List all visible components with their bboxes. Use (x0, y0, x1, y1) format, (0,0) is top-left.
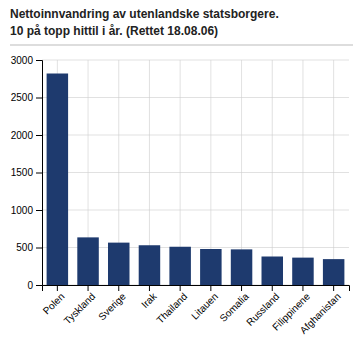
x-tick-mark (180, 285, 181, 291)
x-tick-label: Afghanistan (298, 291, 343, 336)
x-tick: Thailand (154, 285, 189, 326)
title: Nettoinnvandring av utenlandske statsbor… (10, 7, 279, 21)
x-tick-label: Sverige (96, 290, 128, 322)
x-tick: Afghanistan (298, 285, 343, 336)
plot: 0 500 1000 1500 2000 2500 3000 PolenTysklandSve… (11, 55, 350, 336)
bar (169, 247, 190, 285)
x-tick-mark (149, 285, 150, 291)
y-tick: 3000 (11, 55, 42, 66)
x-axis-line (43, 286, 350, 292)
grid (42, 60, 349, 285)
y-tick-label: 500 (16, 242, 33, 253)
y-tick-label: 2000 (11, 130, 34, 141)
bar (77, 237, 98, 285)
y-tick: 0 (27, 280, 42, 291)
y-tick-mark (36, 135, 42, 136)
x-tick-label: Tyskland (62, 291, 98, 327)
bar (108, 243, 129, 285)
subtitle: 10 på topp hittil i år. (Rettet 18.08.06… (10, 24, 218, 38)
x-tick: Sverige (96, 285, 128, 322)
bar (47, 74, 68, 286)
y-tick: 2500 (11, 92, 42, 103)
y-tick-mark (36, 210, 42, 211)
x-tick-mark (88, 285, 89, 291)
x-axis: PolenTysklandSverigeIrakThailandLitauenS… (41, 285, 350, 336)
x-tick-mark (118, 285, 119, 291)
bar (231, 249, 252, 285)
grid-line-x (302, 60, 303, 285)
x-tick-mark (241, 285, 242, 291)
separator (10, 45, 353, 46)
y-tick: 500 (16, 242, 42, 253)
y-axis: 0 500 1000 1500 2000 2500 3000 (11, 55, 43, 291)
x-tick: Irak (139, 285, 159, 310)
x-tick: Tyskland (62, 285, 98, 326)
x-tick-label: Thailand (154, 291, 189, 326)
y-tick-mark (36, 98, 42, 99)
y-tick: 2000 (11, 130, 42, 141)
y-tick: 1500 (11, 167, 42, 178)
x-tick-label: Polen (41, 291, 67, 317)
bar (292, 258, 313, 285)
x-tick-label: Litauen (189, 291, 220, 322)
x-tick: Polen (41, 285, 67, 317)
y-tick-label: 3000 (11, 55, 34, 66)
grid-line-x (333, 60, 334, 285)
y-axis-line (36, 61, 43, 286)
bar (323, 259, 344, 285)
y-tick-mark (36, 60, 42, 61)
bar (262, 257, 283, 286)
x-tick-mark (333, 285, 334, 291)
chart-svg: Nettoinnvandring av utenlandske statsbor… (0, 0, 363, 357)
y-tick-label: 1500 (11, 167, 34, 178)
bars (47, 74, 345, 286)
bar (200, 249, 221, 285)
x-tick-mark (302, 285, 303, 291)
x-tick-mark (272, 285, 273, 291)
y-tick-mark (36, 285, 42, 286)
x-tick-mark (57, 285, 58, 291)
y-tick-label: 0 (27, 280, 33, 291)
bar (139, 245, 160, 285)
y-tick-label: 2500 (11, 92, 34, 103)
x-tick-label: Irak (139, 290, 159, 310)
y-tick-mark (36, 248, 42, 249)
grid-line-x (272, 60, 273, 285)
y-tick-mark (36, 173, 42, 174)
y-tick: 1000 (11, 205, 42, 216)
y-tick-label: 1000 (11, 205, 34, 216)
x-tick-mark (210, 285, 211, 291)
x-tick: Litauen (189, 285, 220, 322)
